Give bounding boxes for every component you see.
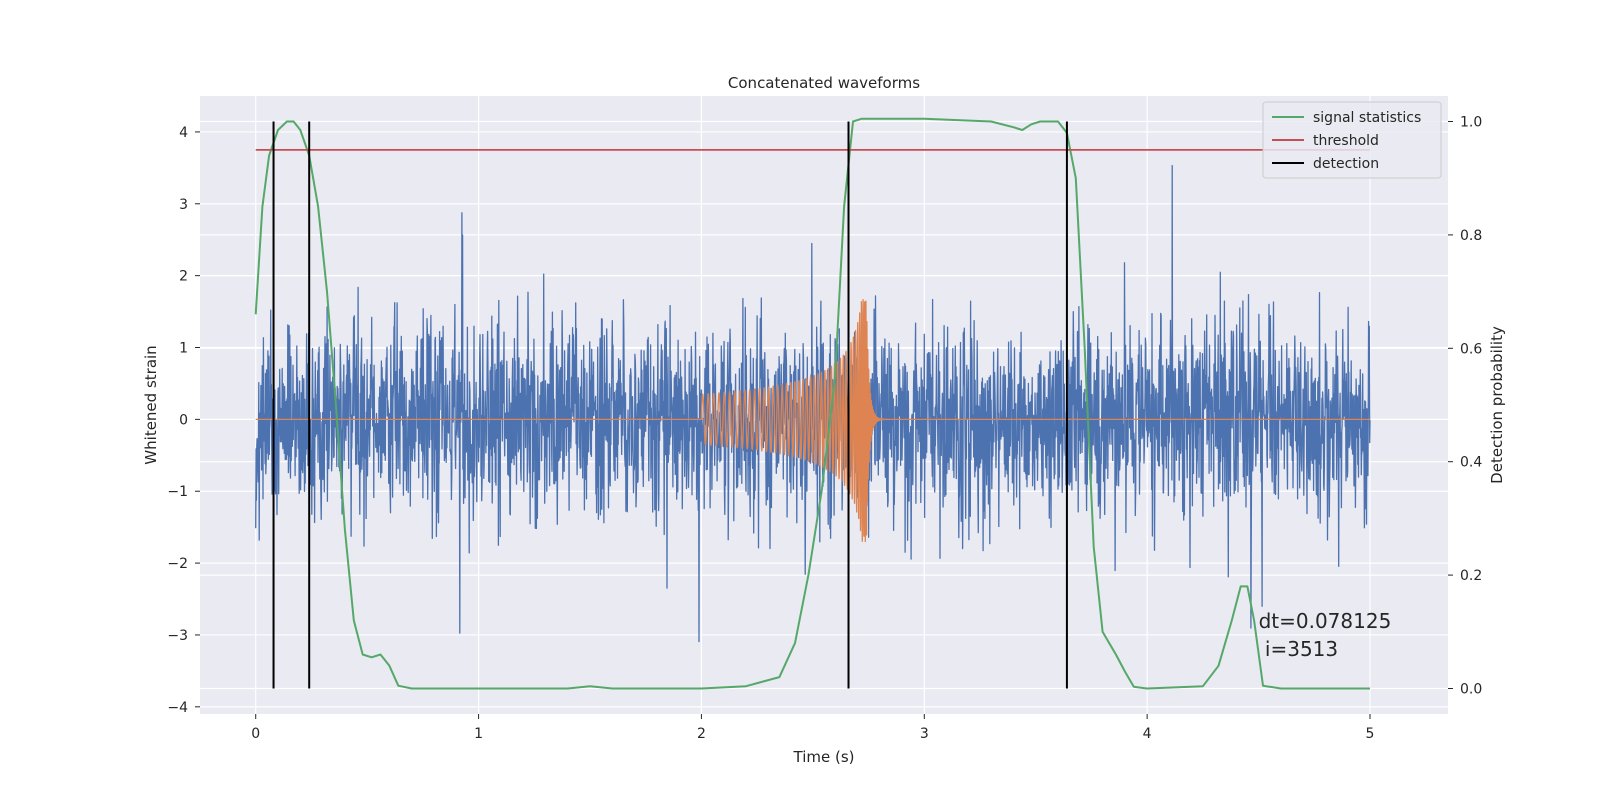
legend-label-threshold: threshold [1313, 133, 1379, 149]
y2-tick-label: 0.6 [1460, 341, 1482, 357]
y-tick-label: 3 [179, 197, 188, 213]
y-tick-label: −3 [167, 628, 188, 644]
tick-layer: 0 1 2 3 4 5 −4 −3 −2 −1 0 1 2 3 4 0.0 0.2 0.4 0.6 0.8 1.0 [167, 115, 1482, 742]
y-tick-label: 0 [179, 412, 188, 428]
legend-box [1262, 101, 1442, 179]
x-tick-label: 4 [1143, 726, 1152, 742]
y2-tick-label: 0.0 [1460, 681, 1482, 697]
annotation: dt=0.078125 i=3513 [1259, 609, 1392, 661]
x-tick-label: 1 [474, 726, 483, 742]
legend: signal statistics threshold detection [1262, 101, 1442, 179]
x-tick-label: 5 [1366, 726, 1375, 742]
annotation-dt: dt=0.078125 [1259, 609, 1392, 633]
y-axis-label: Whitened strain [142, 345, 160, 464]
signal-statistics-line [254, 117, 1370, 690]
y2-tick-label: 0.8 [1460, 228, 1482, 244]
y2-tick-label: 1.0 [1460, 115, 1482, 131]
template-series-line [255, 299, 1370, 543]
y-tick-label: 2 [179, 269, 188, 285]
x-axis-label: Time (s) [793, 748, 855, 766]
y-tick-label: 4 [179, 125, 188, 141]
chart-title: Concatenated waveforms [728, 74, 920, 92]
y2-tick-label: 0.4 [1460, 455, 1482, 471]
x-tick-label: 0 [251, 726, 260, 742]
legend-label-signal-statistics: signal statistics [1313, 110, 1421, 126]
y2-axis-label: Detection probability [1488, 326, 1506, 484]
annotation-index: i=3513 [1259, 637, 1339, 661]
y-tick-label: −2 [167, 556, 188, 572]
y-tick-label: −4 [167, 700, 188, 716]
x-tick-label: 3 [920, 726, 929, 742]
y2-tick-label: 0.2 [1460, 568, 1482, 584]
y-tick-label: 1 [179, 341, 188, 357]
legend-label-detection: detection [1313, 156, 1379, 172]
data-layer [254, 117, 1371, 690]
x-tick-label: 2 [697, 726, 706, 742]
strain-series-line [255, 164, 1371, 643]
y-tick-label: −1 [167, 484, 188, 500]
